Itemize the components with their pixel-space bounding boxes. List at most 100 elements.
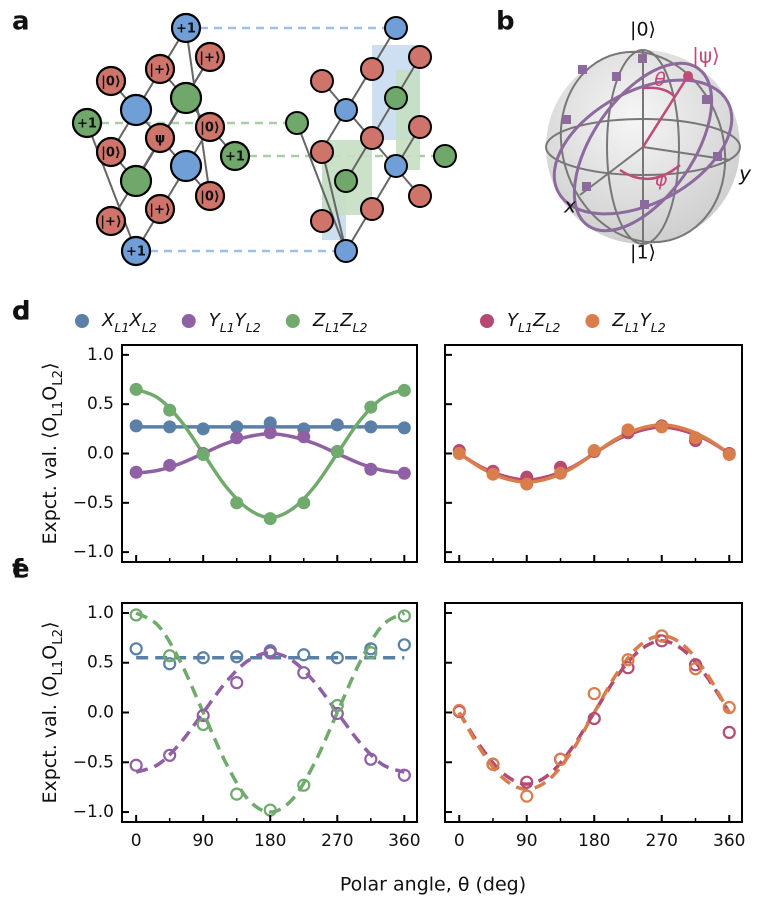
data-point xyxy=(163,657,177,671)
data-point xyxy=(689,431,702,445)
data-point xyxy=(196,447,210,461)
panel-letter: f xyxy=(12,555,24,585)
data-point xyxy=(230,787,244,801)
data-point xyxy=(263,416,277,430)
node-label: |+⟩ xyxy=(100,215,122,230)
data-point xyxy=(163,403,177,417)
legend-label: YL1ZL2 xyxy=(507,310,560,335)
data-point xyxy=(230,676,244,690)
data-point xyxy=(364,752,378,766)
data-point xyxy=(196,717,210,732)
data-point xyxy=(520,789,534,803)
axis-label: y xyxy=(738,162,752,186)
node-label: ψ xyxy=(155,132,165,147)
state-label: |ψ⟩ xyxy=(692,44,720,68)
node-label: |0⟩ xyxy=(101,146,121,161)
data-point xyxy=(655,634,669,648)
plot-frame xyxy=(121,344,418,563)
data-point xyxy=(397,383,411,397)
panel-letter: d xyxy=(12,297,31,327)
data-point xyxy=(263,426,277,440)
data-point xyxy=(297,430,311,444)
data-point xyxy=(397,466,411,480)
legend-marker xyxy=(585,314,600,328)
charts: c −1.0 −0.5 0.0 0.5 1.0 Expct. val. ⟨OL1OL2⟩ XL… xyxy=(12,297,745,852)
legend-label: XL1XL2 xyxy=(101,310,157,335)
x-tick-label: 0 xyxy=(131,831,142,851)
data-point xyxy=(196,422,210,436)
data-point xyxy=(397,638,411,652)
data-point xyxy=(364,646,378,660)
x-tick-label: 0 xyxy=(454,831,465,851)
data-point xyxy=(587,686,601,701)
data-point xyxy=(330,651,344,665)
bloch-sphere: |0⟩ |ψ⟩ θ φ x y |1⟩ xyxy=(545,19,752,264)
data-point xyxy=(230,431,244,445)
data-point xyxy=(587,711,601,726)
x-tick-label: 360 xyxy=(713,831,745,851)
x-tick-label: 360 xyxy=(388,831,420,851)
chart-panel: e −1.0 −0.5 0.0 0.5 1.0 0 90 180 270 360 Expct. val… xyxy=(12,555,421,852)
legend-label: ZL1ZL2 xyxy=(312,310,368,335)
node-label: +1 xyxy=(77,117,97,132)
data-point xyxy=(297,648,311,662)
data-point xyxy=(230,496,244,510)
angle-label: θ xyxy=(654,69,666,91)
panel-letter: b xyxy=(496,7,515,37)
y-tick-label: 1.0 xyxy=(87,345,114,365)
data-point xyxy=(330,418,344,432)
data-point xyxy=(452,703,466,718)
chart-panel: c −1.0 −0.5 0.0 0.5 1.0 Expct. val. ⟨OL1OL2⟩ XL… xyxy=(12,297,418,563)
y-tick-label: 1.0 xyxy=(87,603,114,623)
data-point xyxy=(520,477,534,491)
data-point xyxy=(722,447,736,461)
data-point xyxy=(129,642,143,656)
legend-marker xyxy=(285,314,300,328)
data-point xyxy=(129,758,143,772)
data-point xyxy=(722,725,736,740)
legend-label: ZL1YL2 xyxy=(611,310,665,335)
data-point xyxy=(587,444,601,458)
panel-letter: a xyxy=(12,7,30,37)
data-point xyxy=(364,420,378,434)
y-tick-label: 0.5 xyxy=(87,653,114,673)
data-point xyxy=(364,400,378,414)
data-point xyxy=(452,447,466,460)
data-point xyxy=(129,419,143,433)
data-point xyxy=(397,768,411,782)
fit-line xyxy=(135,387,405,520)
data-point xyxy=(621,653,635,667)
x-tick-label: 180 xyxy=(254,831,286,851)
y-axis-label: Expct. val. ⟨OL1OL2⟩ xyxy=(39,362,66,544)
x-axis-label: Polar angle, θ (deg) xyxy=(340,874,526,896)
x-tick-label: 90 xyxy=(192,831,214,851)
data-point xyxy=(486,467,500,481)
data-point xyxy=(655,420,669,434)
fit-line xyxy=(135,432,405,475)
data-point xyxy=(163,748,177,762)
data-point xyxy=(297,666,311,680)
node-label: |0⟩ xyxy=(101,75,121,90)
data-point xyxy=(364,642,378,656)
data-point xyxy=(196,708,210,723)
panel-letter: e xyxy=(12,555,30,585)
axis-label: |1⟩ xyxy=(630,242,656,264)
data-point xyxy=(655,629,669,643)
y-tick-label: 0.5 xyxy=(87,394,114,414)
lattice-diagram: +1 |+⟩ |+⟩ |0⟩ +1 ψ |0⟩ |0⟩ +1 |0⟩ |+⟩ |… xyxy=(71,12,457,267)
legend-label: YL1YL2 xyxy=(209,310,261,335)
node-label: +1 xyxy=(126,245,146,260)
axis-label: |0⟩ xyxy=(630,19,656,41)
data-point xyxy=(196,651,210,665)
data-point xyxy=(263,646,277,660)
legend-marker xyxy=(480,314,494,328)
panel-letter: c xyxy=(12,297,27,327)
y-tick-label: −0.5 xyxy=(73,493,114,513)
node-label: +1 xyxy=(176,22,196,37)
x-tick-label: 180 xyxy=(578,831,610,851)
x-tick-label: 270 xyxy=(646,831,678,851)
y-tick-label: −1.0 xyxy=(73,542,114,562)
node-label: |+⟩ xyxy=(149,203,171,218)
data-point xyxy=(688,662,703,676)
data-point xyxy=(129,382,143,396)
